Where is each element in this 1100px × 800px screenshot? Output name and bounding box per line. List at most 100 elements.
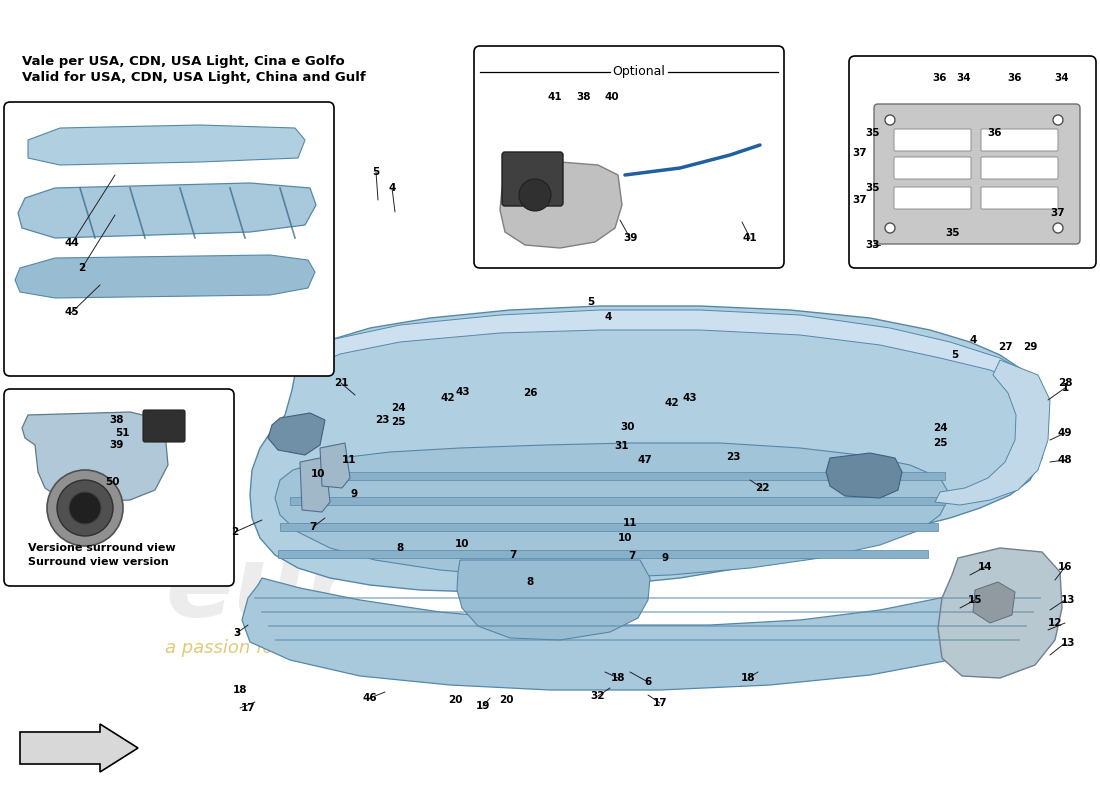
Polygon shape xyxy=(500,162,621,248)
Text: 35: 35 xyxy=(866,128,880,138)
Text: 33: 33 xyxy=(866,240,880,250)
Text: 8: 8 xyxy=(396,543,404,553)
Text: 1: 1 xyxy=(1062,383,1068,393)
Polygon shape xyxy=(275,443,950,578)
FancyBboxPatch shape xyxy=(143,410,185,442)
Text: 17: 17 xyxy=(652,698,668,708)
Text: 13: 13 xyxy=(1060,638,1076,648)
Text: 9: 9 xyxy=(661,553,669,563)
Text: 35: 35 xyxy=(866,183,880,193)
Text: 12: 12 xyxy=(1047,618,1063,628)
Text: 34: 34 xyxy=(957,73,971,83)
Text: Vale per USA, CDN, USA Light, Cina e Golfo: Vale per USA, CDN, USA Light, Cina e Gol… xyxy=(22,55,344,69)
Text: 4: 4 xyxy=(388,183,396,193)
Text: 20: 20 xyxy=(498,695,514,705)
Text: 16: 16 xyxy=(1058,562,1072,572)
Polygon shape xyxy=(250,306,1048,592)
Text: Optional: Optional xyxy=(613,66,666,78)
Text: 39: 39 xyxy=(623,233,637,243)
Text: 32: 32 xyxy=(591,691,605,701)
Polygon shape xyxy=(295,310,1040,390)
Text: 5: 5 xyxy=(373,167,380,177)
Text: 39: 39 xyxy=(110,440,124,450)
Text: 37: 37 xyxy=(852,195,867,205)
Text: 18: 18 xyxy=(610,673,625,683)
Polygon shape xyxy=(974,582,1015,623)
Polygon shape xyxy=(268,413,324,455)
Circle shape xyxy=(69,492,101,524)
Text: 45: 45 xyxy=(65,307,79,317)
Text: 44: 44 xyxy=(65,238,79,248)
Polygon shape xyxy=(22,412,168,502)
Text: 29: 29 xyxy=(1023,342,1037,352)
Text: 4: 4 xyxy=(604,312,612,322)
Text: 13: 13 xyxy=(1060,595,1076,605)
Text: 25: 25 xyxy=(390,417,405,427)
FancyBboxPatch shape xyxy=(4,389,234,586)
Text: 10: 10 xyxy=(454,539,470,549)
Polygon shape xyxy=(28,125,305,165)
Polygon shape xyxy=(320,443,350,488)
Circle shape xyxy=(519,179,551,211)
Text: 21: 21 xyxy=(333,378,349,388)
Text: Versione surround view: Versione surround view xyxy=(28,543,176,553)
Circle shape xyxy=(47,470,123,546)
Text: 27: 27 xyxy=(998,342,1012,352)
Text: 24: 24 xyxy=(390,403,405,413)
Text: 4: 4 xyxy=(969,335,977,345)
Text: 17: 17 xyxy=(241,703,255,713)
FancyBboxPatch shape xyxy=(849,56,1096,268)
Text: 48: 48 xyxy=(1058,455,1072,465)
FancyBboxPatch shape xyxy=(4,102,334,376)
Text: 11: 11 xyxy=(342,455,356,465)
Text: 40: 40 xyxy=(605,92,619,102)
Text: 5: 5 xyxy=(587,297,595,307)
FancyBboxPatch shape xyxy=(981,187,1058,209)
Text: 22: 22 xyxy=(755,483,769,493)
Text: 10: 10 xyxy=(618,533,632,543)
Polygon shape xyxy=(278,550,928,558)
Text: 41: 41 xyxy=(548,92,562,102)
Text: 8: 8 xyxy=(527,577,534,587)
Text: 38: 38 xyxy=(110,415,124,425)
Text: 24: 24 xyxy=(933,423,947,433)
FancyBboxPatch shape xyxy=(981,157,1058,179)
Text: 19: 19 xyxy=(476,701,491,711)
Polygon shape xyxy=(20,724,138,772)
Polygon shape xyxy=(305,472,945,480)
Polygon shape xyxy=(938,548,1062,678)
FancyBboxPatch shape xyxy=(981,129,1058,151)
Circle shape xyxy=(57,480,113,536)
FancyBboxPatch shape xyxy=(894,129,971,151)
Text: 35: 35 xyxy=(946,228,960,238)
Text: 15: 15 xyxy=(968,595,982,605)
Circle shape xyxy=(886,115,895,125)
Text: 36: 36 xyxy=(933,73,947,83)
Circle shape xyxy=(1053,115,1063,125)
FancyBboxPatch shape xyxy=(894,157,971,179)
Polygon shape xyxy=(935,360,1050,505)
Text: 2: 2 xyxy=(231,527,239,537)
Text: 37: 37 xyxy=(1050,208,1065,218)
FancyBboxPatch shape xyxy=(894,187,971,209)
Text: 2: 2 xyxy=(78,263,86,273)
Polygon shape xyxy=(18,183,316,238)
Text: 7: 7 xyxy=(509,550,517,560)
Text: 38: 38 xyxy=(576,92,592,102)
Text: 42: 42 xyxy=(664,398,680,408)
Text: 25: 25 xyxy=(933,438,947,448)
Text: a passion for parts since 1985: a passion for parts since 1985 xyxy=(165,639,437,657)
Text: 30: 30 xyxy=(620,422,636,432)
Text: 47: 47 xyxy=(638,455,652,465)
Text: 46: 46 xyxy=(363,693,377,703)
Text: 5: 5 xyxy=(952,350,958,360)
Text: 49: 49 xyxy=(1058,428,1072,438)
Text: 50: 50 xyxy=(104,477,119,487)
Text: 34: 34 xyxy=(1055,73,1069,83)
Polygon shape xyxy=(826,453,902,498)
Text: 14: 14 xyxy=(978,562,992,572)
Text: 9: 9 xyxy=(351,489,358,499)
Text: 36: 36 xyxy=(988,128,1002,138)
Polygon shape xyxy=(290,497,945,505)
Polygon shape xyxy=(280,523,938,531)
